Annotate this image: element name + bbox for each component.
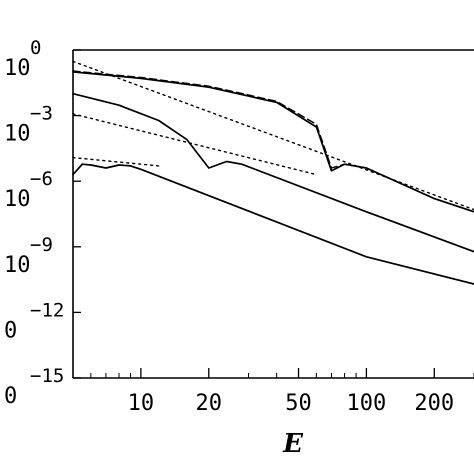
x-tick-label: 200 bbox=[414, 391, 454, 416]
y-tick-label: 10−6 bbox=[4, 168, 53, 212]
x-tick-label: 50 bbox=[285, 391, 312, 416]
y-tick-label: 0 −15 bbox=[4, 365, 64, 409]
y-tick-base: 10 bbox=[4, 56, 31, 81]
y-tick-base: 0 bbox=[4, 318, 17, 343]
x-axis-label: E bbox=[282, 429, 304, 459]
y-tick-exponent: −6 bbox=[30, 168, 53, 190]
series-line-6 bbox=[72, 163, 474, 285]
y-tick-exponent: −3 bbox=[30, 103, 53, 125]
series-line-4 bbox=[72, 92, 474, 253]
series-line-3 bbox=[72, 60, 474, 211]
y-tick-label: 100 bbox=[4, 37, 41, 81]
x-tick-label: 10 bbox=[128, 391, 155, 416]
y-tick-exponent: −12 bbox=[30, 299, 64, 321]
x-tick-label: 100 bbox=[347, 391, 387, 416]
y-tick-label: 10−3 bbox=[4, 103, 53, 147]
y-tick-base: 10 bbox=[4, 187, 31, 212]
series-line-7 bbox=[72, 156, 160, 167]
y-tick-label: 0 −12 bbox=[4, 299, 64, 343]
y-tick-label: 10−9 bbox=[4, 234, 53, 278]
x-tick-label: 20 bbox=[196, 391, 223, 416]
y-tick-exponent: −9 bbox=[30, 234, 53, 256]
series-line-1 bbox=[72, 71, 474, 213]
axes bbox=[72, 49, 474, 379]
series-line-2 bbox=[72, 70, 474, 213]
y-tick-base: 10 bbox=[4, 253, 31, 278]
series-line-5 bbox=[72, 113, 318, 176]
y-tick-base: 0 bbox=[4, 384, 17, 409]
y-tick-exponent: 0 bbox=[30, 37, 41, 59]
series-group bbox=[72, 60, 474, 285]
y-tick-base: 10 bbox=[4, 122, 31, 147]
y-tick-exponent: −15 bbox=[30, 365, 64, 387]
